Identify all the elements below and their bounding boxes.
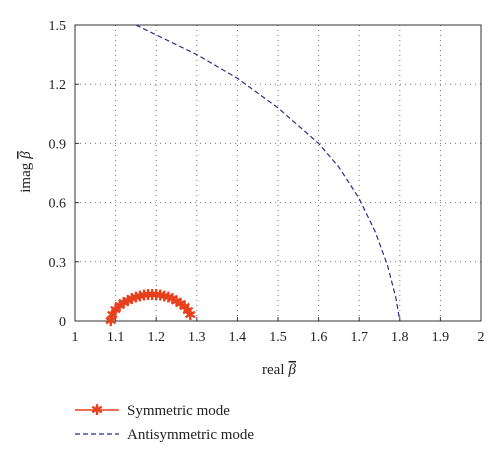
series-point-0: ✱ <box>106 308 119 324</box>
x-axis-label-text: real <box>262 362 284 378</box>
x-tick-label: 1.8 <box>391 330 409 345</box>
series-point-0: ✱ <box>158 289 171 305</box>
y-axis-label: imag β <box>18 151 34 193</box>
series-point-0: ✱ <box>170 294 183 310</box>
series-line-1 <box>135 24 401 322</box>
series-point-0: ✱ <box>184 308 197 324</box>
legend-label-antisymmetric: Antisymmetric mode <box>127 427 254 443</box>
series-point-0: ✱ <box>130 291 143 307</box>
y-axis-label-text: imag <box>18 162 34 192</box>
series-point-0: ✱ <box>146 288 159 304</box>
y-tick-label: 0 <box>59 315 66 330</box>
x-tick-label: 1.1 <box>107 330 125 345</box>
legend-item-symmetric: ✱ Symmetric mode <box>75 403 230 419</box>
y-tick-label: 0.9 <box>49 137 67 152</box>
series-point-0: ✱ <box>138 289 151 305</box>
ticks: 1 1.1 1.2 1.3 1.4 1.5 1.6 1.7 1.8 1.9 2 0 0.3 0.6 0.9 1… <box>49 19 485 345</box>
legend-label-symmetric: Symmetric mode <box>127 403 230 419</box>
x-tick-label: 1.6 <box>310 330 328 345</box>
x-tick-label: 1.7 <box>350 330 368 345</box>
series-point-0: ✱ <box>154 289 167 305</box>
plot-frame <box>74 24 482 322</box>
x-tick-label: 1.3 <box>188 330 206 345</box>
series-point-0: ✱ <box>113 299 126 315</box>
x-tick-label: 1.2 <box>147 330 165 345</box>
x-axis-label: real β <box>262 362 296 378</box>
y-tick-label: 1.2 <box>49 78 67 93</box>
y-tick-label: 0.6 <box>49 197 67 212</box>
series-point-0: ✱ <box>142 288 155 304</box>
legend-item-antisymmetric: Antisymmetric mode <box>75 427 254 443</box>
series-point-0: ✱ <box>134 289 147 305</box>
series-point-0: ✱ <box>117 296 130 312</box>
legend-marker-symmetric: ✱ <box>91 403 104 419</box>
x-tick-label: 1.9 <box>432 330 450 345</box>
x-tick-label: 1.4 <box>229 330 247 345</box>
x-tick-label: 2 <box>478 330 485 345</box>
series-line-0 <box>110 294 191 322</box>
series-point-0: ✱ <box>109 303 122 319</box>
series-point-0: ✱ <box>182 304 195 320</box>
series-layer: ✱✱✱✱✱✱✱✱✱✱✱✱✱✱✱✱✱✱✱✱✱✱ <box>104 24 401 330</box>
series-point-0: ✱ <box>174 297 187 313</box>
x-tick-label: 1 <box>72 330 79 345</box>
series-point-0: ✱ <box>150 288 163 304</box>
x-axis-label-symbol: β <box>288 362 297 378</box>
legend: ✱ Symmetric mode Antisymmetric mode <box>75 403 254 443</box>
series-point-0: ✱ <box>178 300 191 316</box>
x-tick-label: 1.5 <box>269 330 287 345</box>
series-point-0: ✱ <box>126 292 139 308</box>
series-point-0: ✱ <box>162 291 175 307</box>
series-point-0: ✱ <box>166 292 179 308</box>
y-axis-label-symbol: β <box>18 151 34 160</box>
series-point-0: ✱ <box>104 314 117 330</box>
y-tick-label: 0.3 <box>49 256 67 271</box>
y-tick-label: 1.5 <box>49 19 67 34</box>
grid <box>75 25 481 321</box>
series-point-0: ✱ <box>121 294 134 310</box>
